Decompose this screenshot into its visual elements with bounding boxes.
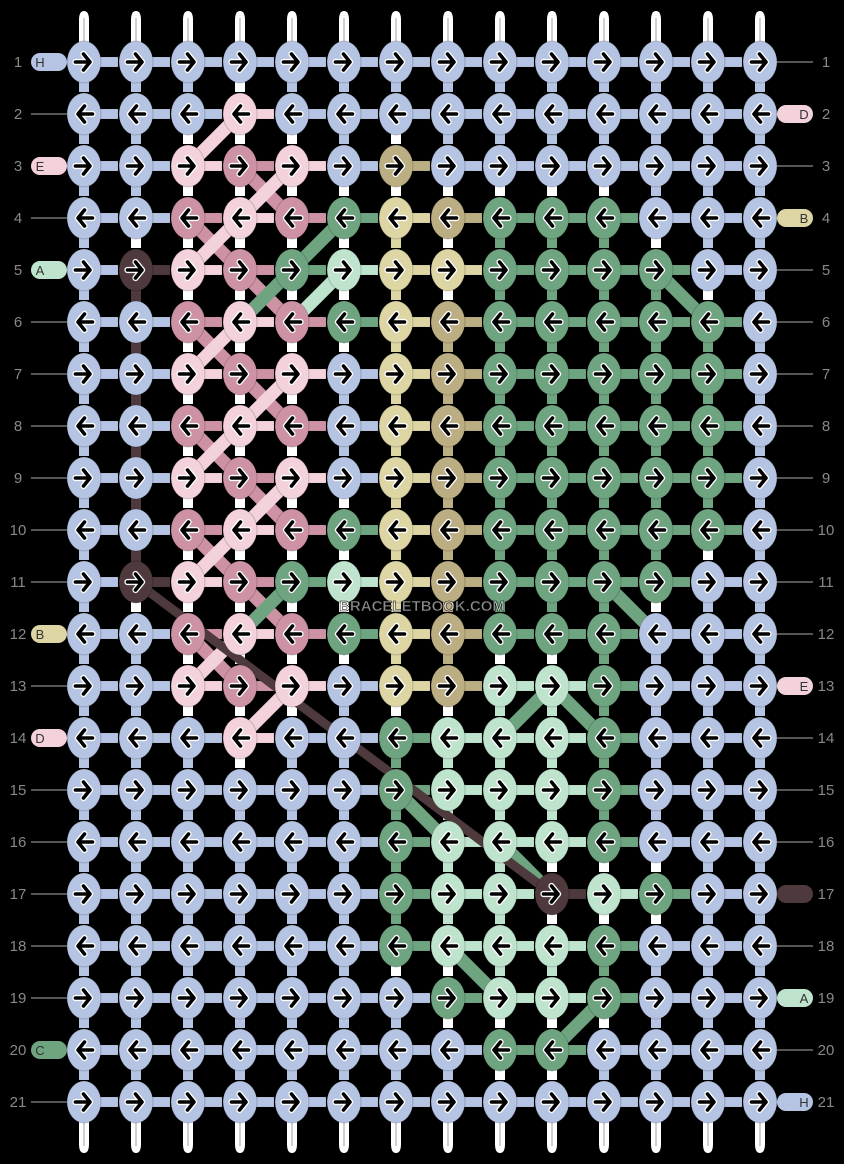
svg-text:9: 9 xyxy=(14,470,22,487)
svg-text:19: 19 xyxy=(818,990,835,1007)
svg-text:14: 14 xyxy=(818,730,835,747)
svg-text:A: A xyxy=(36,263,45,278)
svg-text:1: 1 xyxy=(822,54,830,71)
svg-text:D: D xyxy=(35,731,44,746)
svg-text:11: 11 xyxy=(818,574,834,591)
svg-text:B: B xyxy=(36,627,45,642)
svg-text:21: 21 xyxy=(818,1094,835,1111)
svg-text:2: 2 xyxy=(14,106,22,123)
svg-text:C: C xyxy=(35,1043,44,1058)
svg-text:13: 13 xyxy=(10,678,27,695)
svg-text:E: E xyxy=(36,159,45,174)
svg-text:18: 18 xyxy=(818,938,835,955)
svg-text:14: 14 xyxy=(10,730,27,747)
svg-text:20: 20 xyxy=(818,1042,835,1059)
svg-text:6: 6 xyxy=(822,314,830,331)
svg-text:7: 7 xyxy=(14,366,22,383)
svg-text:17: 17 xyxy=(818,886,835,903)
svg-text:10: 10 xyxy=(10,522,27,539)
svg-text:12: 12 xyxy=(10,626,27,643)
svg-text:20: 20 xyxy=(10,1042,27,1059)
svg-text:4: 4 xyxy=(14,210,22,227)
svg-text:B: B xyxy=(800,211,809,226)
svg-text:10: 10 xyxy=(818,522,835,539)
svg-text:D: D xyxy=(799,107,808,122)
svg-text:5: 5 xyxy=(822,262,830,279)
svg-text:11: 11 xyxy=(10,574,26,591)
svg-text:18: 18 xyxy=(10,938,27,955)
svg-text:6: 6 xyxy=(14,314,22,331)
svg-text:A: A xyxy=(800,991,809,1006)
svg-text:H: H xyxy=(35,55,44,70)
svg-text:H: H xyxy=(799,1095,808,1110)
svg-text:16: 16 xyxy=(818,834,835,851)
svg-text:7: 7 xyxy=(822,366,830,383)
svg-text:5: 5 xyxy=(14,262,22,279)
svg-text:19: 19 xyxy=(10,990,27,1007)
svg-text:15: 15 xyxy=(818,782,835,799)
svg-text:1: 1 xyxy=(14,54,22,71)
svg-text:12: 12 xyxy=(818,626,835,643)
svg-text:BRACELETBOOK.COM: BRACELETBOOK.COM xyxy=(339,598,505,615)
svg-text:21: 21 xyxy=(10,1094,27,1111)
svg-text:E: E xyxy=(800,679,809,694)
svg-text:8: 8 xyxy=(822,418,830,435)
svg-text:16: 16 xyxy=(10,834,27,851)
svg-text:13: 13 xyxy=(818,678,835,695)
svg-text:3: 3 xyxy=(14,158,22,175)
svg-text:4: 4 xyxy=(822,210,830,227)
svg-text:15: 15 xyxy=(10,782,27,799)
svg-text:2: 2 xyxy=(822,106,830,123)
svg-text:8: 8 xyxy=(14,418,22,435)
svg-text:17: 17 xyxy=(10,886,27,903)
svg-text:9: 9 xyxy=(822,470,830,487)
svg-text:3: 3 xyxy=(822,158,830,175)
